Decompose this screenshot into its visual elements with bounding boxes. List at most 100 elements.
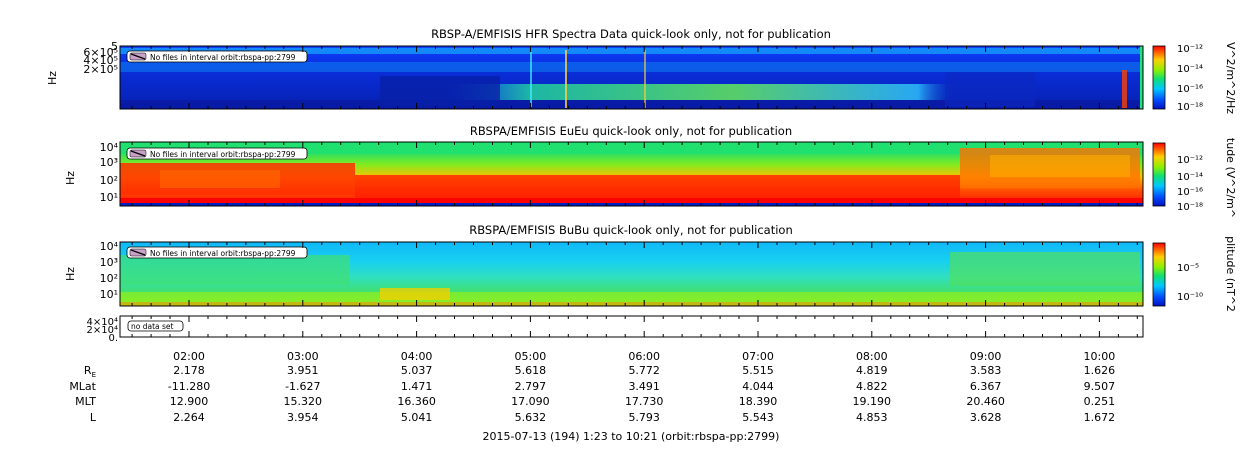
ephemeris-value: 4.044 — [742, 380, 774, 393]
plot-frame — [119, 241, 1144, 307]
y-tick-label: 4×10⁵ — [83, 54, 118, 67]
y-tick-label: 4×10⁴ — [87, 317, 118, 328]
time-tick-label: 06:00 — [628, 350, 660, 363]
colorbar: 10⁻¹² 10⁻¹⁴ 10⁻¹⁶ 10⁻¹⁸ V^2/m^2/Hz — [1152, 42, 1237, 114]
time-tick-label: 03:00 — [287, 350, 319, 363]
colorbar-label: tude (V^2/m^ — [1224, 138, 1237, 218]
plot-frame — [119, 141, 1144, 207]
panel-title: RBSPA/EMFISIS BuBu quick-look only, not … — [469, 223, 793, 237]
y-axis-label: Hz — [64, 267, 77, 281]
ephemeris-value: 3.951 — [287, 364, 319, 377]
time-tick-label: 07:00 — [742, 350, 774, 363]
ephemeris-value: 0.251 — [1084, 395, 1116, 408]
colorbar-tick: 10⁻¹⁸ — [1177, 202, 1203, 213]
time-tick-label: 08:00 — [856, 350, 888, 363]
y-tick-label: 10³ — [100, 156, 118, 169]
panel-eueu: RBSPA/EMFISIS EuEu quick-look only, not … — [64, 124, 1237, 218]
ephemeris-value: 5.772 — [628, 364, 660, 377]
ephemeris-value: 16.360 — [397, 395, 436, 408]
y-axis-label: Hz — [46, 71, 59, 85]
y-tick-label: 5 — [111, 40, 118, 53]
panel-title: RBSPA/EMFISIS EuEu quick-look only, not … — [470, 124, 792, 138]
annotation-box: No files in interval orbit:rbspa-pp:2799 — [126, 147, 308, 160]
annotation-box: no data set — [127, 320, 184, 332]
colorbar-tick: 10⁻¹⁶ — [1177, 84, 1203, 95]
colorbar-tick: 10⁻¹⁸ — [1177, 102, 1203, 113]
y-tick-label: 10¹ — [100, 288, 118, 301]
time-tick-label: 04:00 — [401, 350, 433, 363]
row-label-mlat: MLat — [69, 380, 96, 393]
ephemeris-value: 6.367 — [970, 380, 1002, 393]
time-tick-label: 05:00 — [515, 350, 547, 363]
ephemeris-value: 5.037 — [401, 364, 433, 377]
ephemeris-value: 19.190 — [853, 395, 892, 408]
row-label-main: R — [84, 364, 92, 377]
y-tick-label: 10² — [100, 174, 118, 187]
y-tick-label: 0. — [108, 333, 118, 344]
ephemeris-value: 20.460 — [966, 395, 1005, 408]
plot-frame — [119, 315, 1144, 338]
ephemeris-value: 5.618 — [515, 364, 547, 377]
ephemeris-value: 5.515 — [742, 364, 774, 377]
ephemeris-value: 2.797 — [515, 380, 547, 393]
ephemeris-value: 2.178 — [173, 364, 205, 377]
ephemeris-value: 1.626 — [1084, 364, 1116, 377]
annotation-text: no data set — [131, 322, 174, 331]
ephemeris-value: 12.900 — [170, 395, 209, 408]
colorbar-label: plitude (nT^2 — [1224, 236, 1237, 312]
annotation-box: No files in interval orbit:rbspa-pp:2799 — [126, 246, 308, 259]
colorbar-tick: 10⁻⁵ — [1177, 263, 1199, 274]
ephemeris-value: 3.491 — [628, 380, 660, 393]
ephemeris-value: 17.090 — [511, 395, 550, 408]
time-tick-label: 10:00 — [1084, 350, 1116, 363]
row-label-re: RE — [84, 364, 96, 379]
ephemeris-value: 1.471 — [401, 380, 433, 393]
colorbar-tick: 10⁻¹² — [1177, 44, 1203, 55]
ephemeris-value: 9.507 — [1084, 380, 1116, 393]
ephemeris-value: 2.264 — [173, 411, 205, 424]
ephemeris-row-labels: RE MLat MLT L — [69, 364, 97, 424]
ephemeris-value: 3.583 — [970, 364, 1002, 377]
colorbar: 10⁻¹² 10⁻¹⁴ 10⁻¹⁶ 10⁻¹⁸ tude (V^2/m^ — [1152, 138, 1237, 218]
ephemeris-value: 3.628 — [970, 411, 1002, 424]
time-tick-label: 02:00 — [173, 350, 205, 363]
ephemeris-value: 4.822 — [856, 380, 888, 393]
y-ticks: 5 6×10⁵ 4×10⁵ 2×10⁵ — [83, 40, 118, 76]
time-axis: 02:00 03:00 04:00 05:00 06:00 07:00 08:00 09:00… — [69, 350, 1115, 443]
y-ticks: 10⁴ 10³ 10² 10¹ — [100, 240, 119, 301]
ephemeris-value: -11.280 — [168, 380, 210, 393]
plot-frame — [119, 45, 1144, 110]
y-ticks: 10⁴ 10³ 10² 10¹ — [100, 141, 119, 204]
colorbar-tick: 10⁻¹⁴ — [1177, 172, 1203, 183]
time-tick-label: 09:00 — [970, 350, 1002, 363]
spectrogram-hfr — [120, 46, 1143, 109]
ephemeris-value: 5.543 — [742, 411, 774, 424]
y-tick-label: 10³ — [100, 256, 118, 269]
time-range-footer: 2015-07-13 (194) 1:23 to 10:21 (orbit:rb… — [483, 430, 780, 443]
colorbar: 10⁻⁵ 10⁻¹⁰ plitude (nT^2 — [1152, 236, 1237, 312]
ephemeris-value: 5.632 — [515, 411, 547, 424]
ephemeris-value: -1.627 — [285, 380, 320, 393]
panel-hfr: RBSP-A/EMFISIS HFR Spectra Data quick-lo… — [46, 27, 1237, 114]
ephemeris-value: 4.819 — [856, 364, 888, 377]
ephemeris-value: 3.954 — [287, 411, 319, 424]
y-tick-label: 10⁴ — [100, 141, 119, 154]
y-axis-label: Hz — [64, 171, 77, 185]
row-label-l: L — [90, 411, 97, 424]
time-tick-labels: 02:00 03:00 04:00 05:00 06:00 07:00 08:00 09:00… — [173, 350, 1115, 363]
annotation-text: No files in interval orbit:rbspa-pp:2799 — [150, 53, 296, 62]
y-ticks: 4×10⁴ 2×10⁴ 0. — [87, 317, 118, 344]
y-tick-label: 2×10⁵ — [83, 63, 118, 76]
row-label-sub: E — [92, 371, 96, 379]
ephemeris-value: 15.320 — [284, 395, 323, 408]
ephemeris-value: 17.730 — [625, 395, 664, 408]
ephemeris-value: 5.793 — [628, 411, 660, 424]
y-tick-label: 6×10⁵ — [83, 46, 118, 59]
annotation-text: No files in interval orbit:rbspa-pp:2799 — [150, 249, 296, 258]
annotation-box: No files in interval orbit:rbspa-pp:2799 — [126, 50, 308, 63]
spectrogram-bubu — [120, 242, 1143, 306]
colorbar-tick: 10⁻¹² — [1177, 155, 1203, 166]
y-tick-label: 10⁴ — [100, 240, 119, 253]
ephemeris-value: 4.853 — [856, 411, 888, 424]
